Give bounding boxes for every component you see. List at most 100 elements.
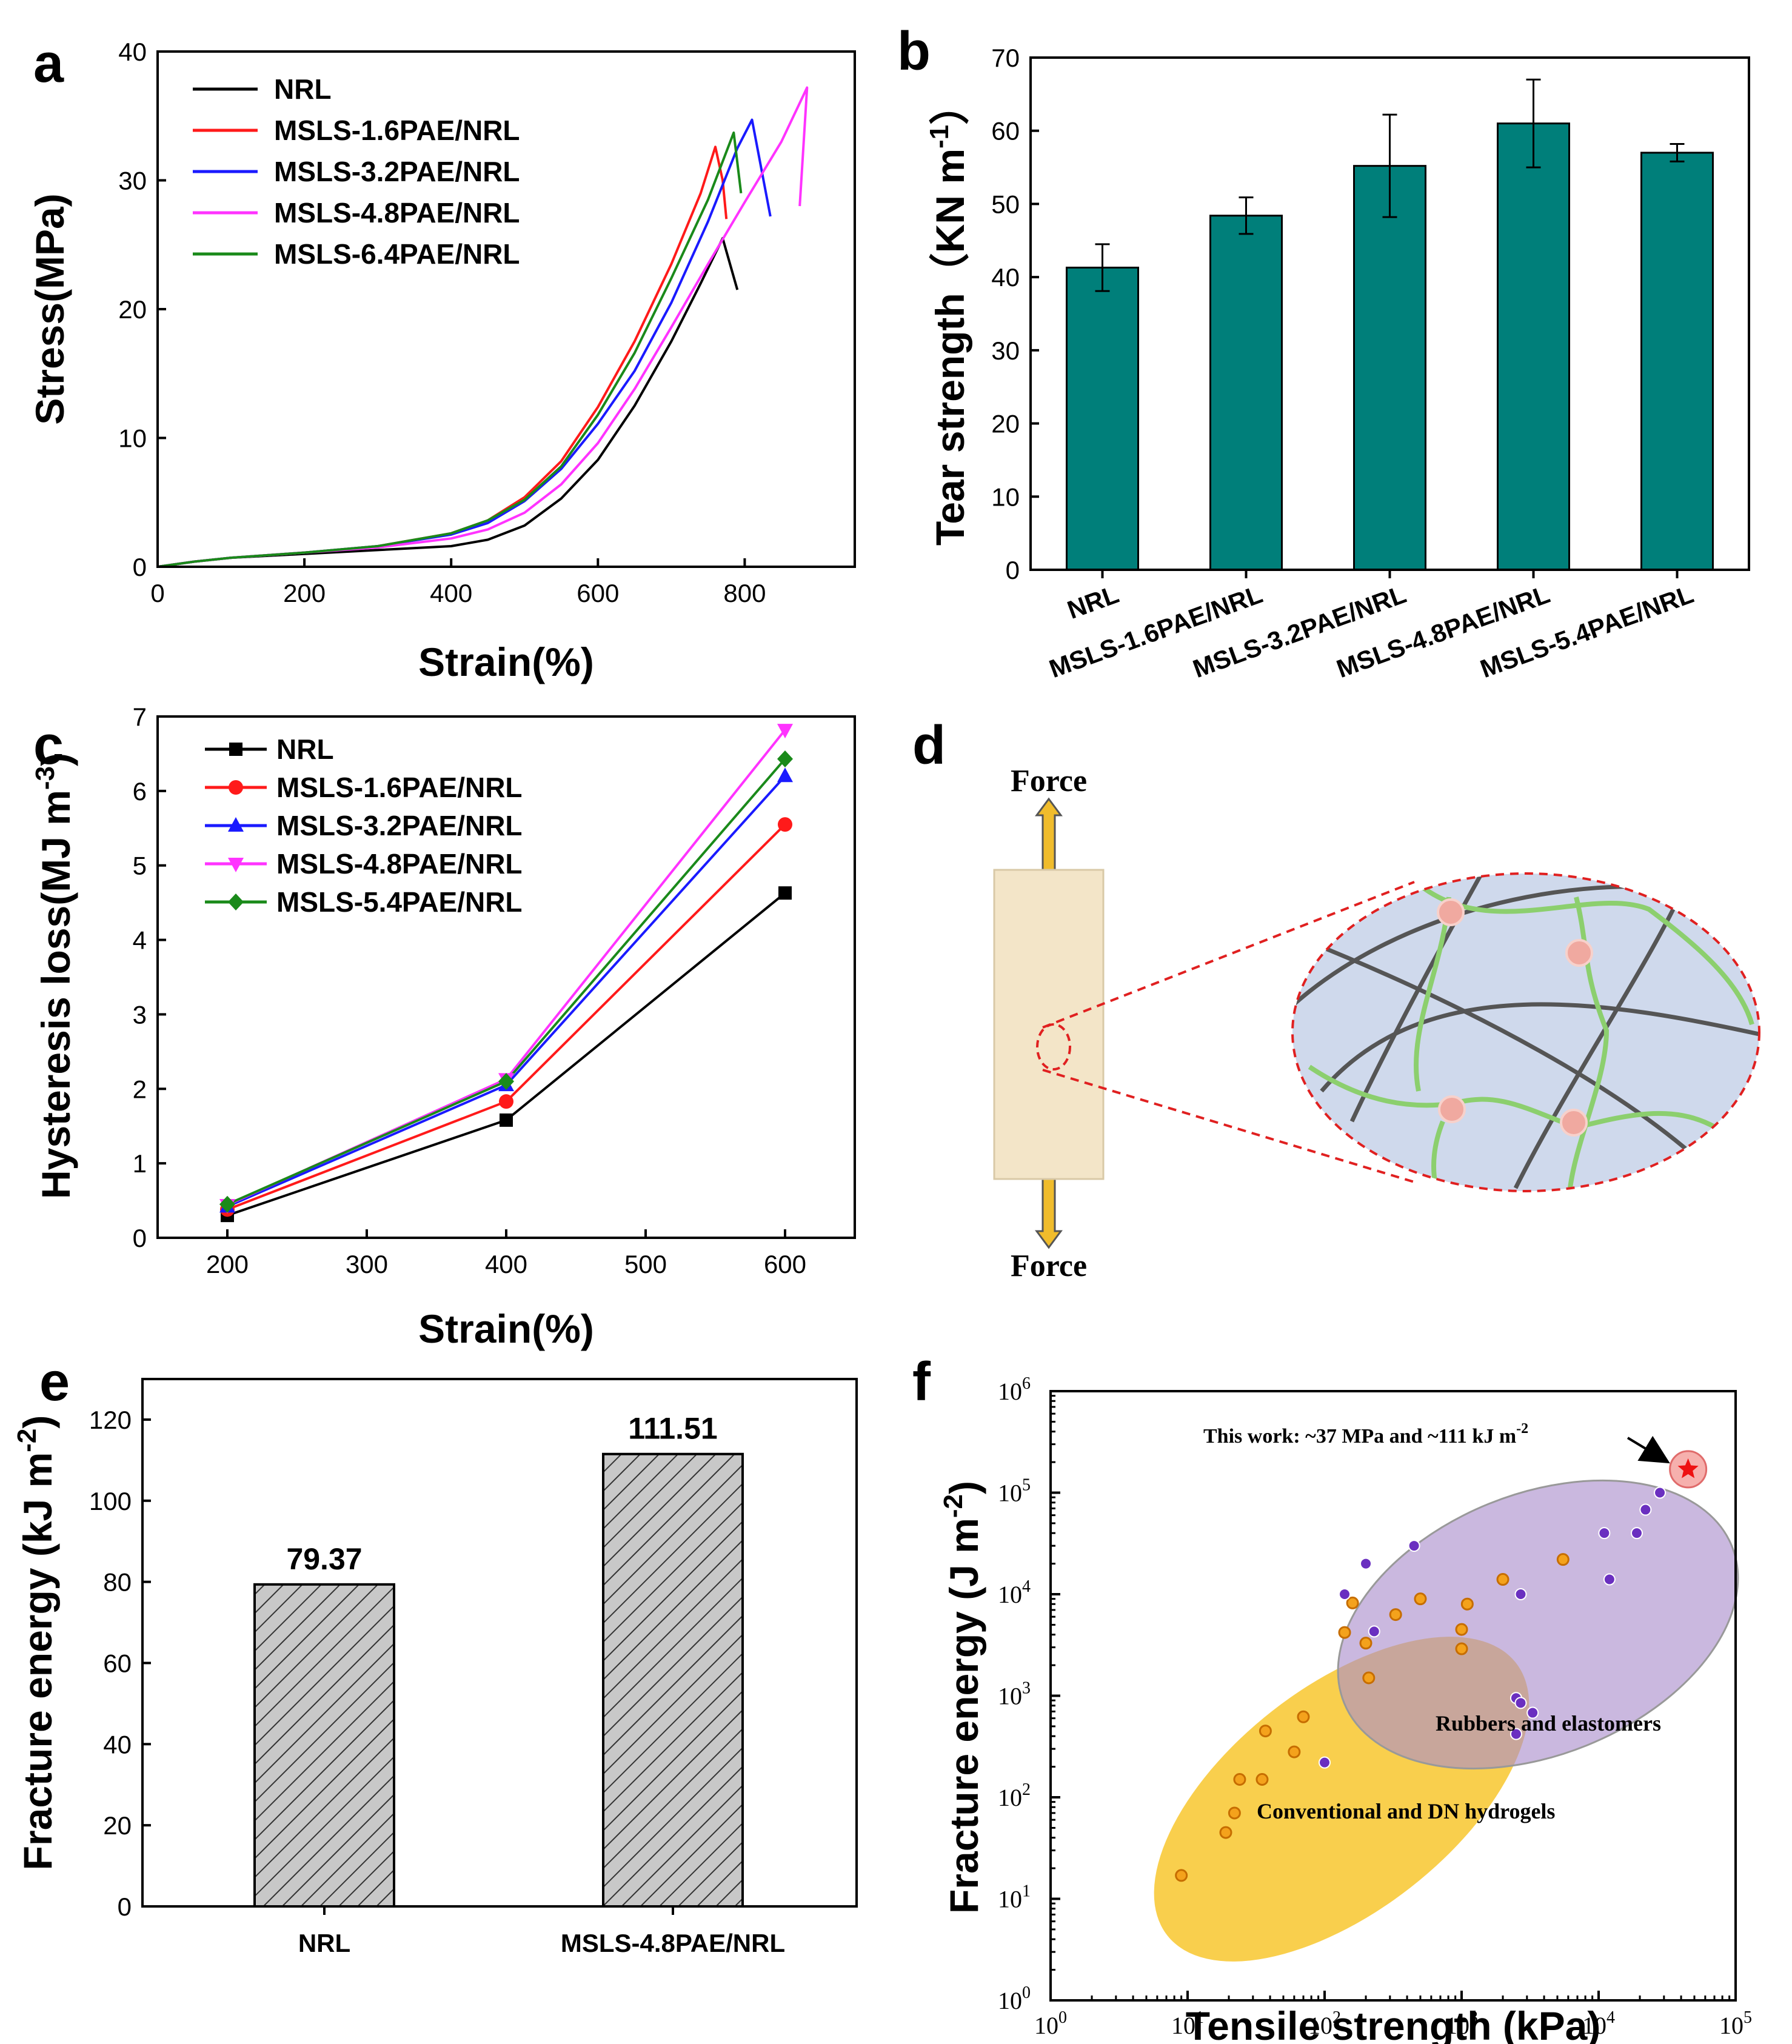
panel-a-y-tick-label: 10	[118, 424, 147, 453]
tick-exponent: 2	[1332, 2008, 1341, 2027]
legend-c-label-3: MSLS-4.8PAE/NRL	[276, 848, 523, 880]
panel-a-x-tick-label: 600	[577, 579, 619, 607]
lignin-chain	[1413, 897, 1451, 1092]
panel-c-y-tick-label: 0	[133, 1224, 147, 1252]
panel-c-point-0	[778, 886, 792, 900]
panel-f-y-label-main: Fracture energy (J m	[941, 1518, 986, 1914]
panel-b-y-tick-label: 70	[991, 44, 1020, 72]
legend-a-label-2: MSLS-3.2PAE/NRL	[274, 156, 520, 187]
panel-e-category-0: NRL	[298, 1929, 350, 1957]
elastomer-point	[1408, 1540, 1420, 1552]
panel-d-schematic: Force Force	[993, 764, 1760, 1283]
panel-b-y-tick-label: 60	[991, 117, 1020, 145]
elastomer-point	[1319, 1756, 1331, 1769]
panel-f-x-tick-label: 100	[1034, 2008, 1067, 2039]
crosslink-node	[1560, 1109, 1588, 1137]
panel-f-y-tick-label: 103	[998, 1679, 1031, 1710]
panel-c-y-tick-label: 7	[133, 703, 147, 731]
zoom-line-bottom	[1042, 1069, 1415, 1183]
panel-label-c: c	[33, 715, 64, 776]
elastomer-point	[1630, 1527, 1643, 1540]
panel-f-y-tick-label: 100	[998, 1983, 1031, 2014]
panel-c-x-tick-label: 500	[624, 1250, 667, 1278]
panel-a-axes-frame	[156, 50, 856, 568]
hydrogel-point	[1389, 1608, 1402, 1622]
panel-a-series-line-0	[157, 237, 739, 568]
panel-f-ashby-plot: 100 101 102 103 104 105100101102103104105106 …	[938, 1374, 1752, 2044]
force-label-bottom: Force	[1011, 1249, 1087, 1283]
region-label-elastomers: Rubbers and elastomers	[1436, 1711, 1661, 1735]
panel-c-point-2	[777, 767, 793, 783]
legend-a-label-0: NRL	[274, 73, 332, 105]
legend-c-marker-3	[228, 858, 244, 872]
tick-base: 10	[998, 1784, 1022, 1811]
panel-c-y-tick-label: 6	[133, 777, 147, 806]
tick-base: 10	[998, 1581, 1022, 1608]
panel-e-category-1: MSLS-4.8PAE/NRL	[561, 1929, 785, 1957]
panel-f-axes-frame	[1049, 1390, 1737, 2002]
force-arrow-up-icon	[1035, 797, 1063, 871]
this-work-annotation: This work: ~37 MPa and ~111 kJ m-2	[1203, 1421, 1528, 1448]
panel-c-point-3	[777, 724, 793, 739]
panel-e-bar-1	[602, 1452, 744, 1908]
panel-b-y-label-end: ）	[928, 85, 972, 125]
panel-e-y-tick-label: 60	[103, 1649, 132, 1677]
hydrogel-point	[1455, 1623, 1468, 1636]
hydrogel-point	[1228, 1806, 1241, 1820]
panel-b-y-tick-label: 10	[991, 483, 1020, 511]
polymer-chain	[1513, 908, 1676, 1189]
panel-e-y-tick-label: 40	[103, 1730, 132, 1758]
hydrogel-point	[1346, 1596, 1359, 1609]
hydrogel-point	[1297, 1710, 1310, 1723]
hydrogel-point	[1414, 1592, 1427, 1606]
panel-a-x-tick-label: 800	[723, 579, 766, 607]
tick-exponent: 3	[1469, 2008, 1478, 2027]
tick-base: 10	[1719, 2012, 1744, 2039]
legend-c-marker-0	[229, 743, 242, 756]
panel-f-x-tick-label: 104	[1582, 2008, 1615, 2039]
panel-b-bar-0	[1066, 266, 1139, 571]
panel-a-x-tick-label: 200	[283, 579, 326, 607]
tick-exponent: 1	[1195, 2008, 1204, 2027]
panel-c-axes-frame	[156, 715, 856, 1239]
legend-a-label-3: MSLS-4.8PAE/NRL	[274, 197, 520, 229]
tick-base: 10	[1308, 2012, 1332, 2039]
tick-base: 10	[998, 1886, 1022, 1913]
panel-a-y-tick-label: 40	[118, 38, 147, 66]
elastomer-point	[1598, 1527, 1611, 1540]
panel-e-y-label-sup: -2	[12, 1429, 42, 1452]
panel-f-y-tick-label: 106	[998, 1374, 1031, 1405]
force-label-top: Force	[1011, 764, 1087, 798]
force-arrow-down-icon	[1035, 1178, 1063, 1249]
panel-f-y-label-sup: -2	[938, 1494, 968, 1518]
panel-b-y-tick-label: 30	[991, 336, 1020, 365]
hydrogel-point	[1175, 1869, 1188, 1882]
region-elastomers	[1337, 1479, 1739, 1770]
panel-e-value-label-1: 111.51	[628, 1412, 717, 1446]
panel-b-y-tick-label: 50	[991, 190, 1020, 218]
legend-c-marker-1	[229, 780, 243, 795]
elastomer-point	[1514, 1588, 1527, 1600]
panel-b-bar-4	[1640, 152, 1714, 571]
panel-c-point-1	[499, 1094, 513, 1109]
hydrogel-point	[1362, 1671, 1376, 1685]
tick-exponent: 4	[1606, 2008, 1615, 2027]
panel-c-legend: NRL MSLS-1.6PAE/NRL MSLS-3.2PAE/NRL MSLS-4.…	[205, 733, 523, 918]
panel-a-stress-strain: 0 200 400 600 800 0 10 20 30 40 NRL MSLS-1.6PAE/N…	[27, 38, 856, 684]
panel-e-y-tick-label: 120	[89, 1406, 132, 1434]
panel-e-fracture-energy: 0 20 40 60 80 100 120 79.37 111.51 NRL MSLS-4.8…	[12, 1378, 858, 1957]
panel-c-point-1	[778, 817, 792, 832]
panel-f-x-tick-label: 103	[1445, 2008, 1478, 2039]
panel-e-y-tick-label: 80	[103, 1568, 132, 1597]
panel-c-x-tick-label: 300	[346, 1250, 388, 1278]
this-work-annotation-main: This work: ~37 MPa and ~111 kJ m	[1203, 1425, 1516, 1448]
panel-e-value-label-0: 79.37	[286, 1542, 362, 1576]
hydrogel-point	[1259, 1725, 1272, 1738]
elastomer-point	[1368, 1625, 1380, 1638]
crosslink-node	[1438, 1095, 1466, 1123]
tick-base: 10	[998, 1683, 1022, 1710]
panel-c-y-tick-label: 5	[133, 852, 147, 880]
elastomer-point	[1654, 1486, 1667, 1499]
